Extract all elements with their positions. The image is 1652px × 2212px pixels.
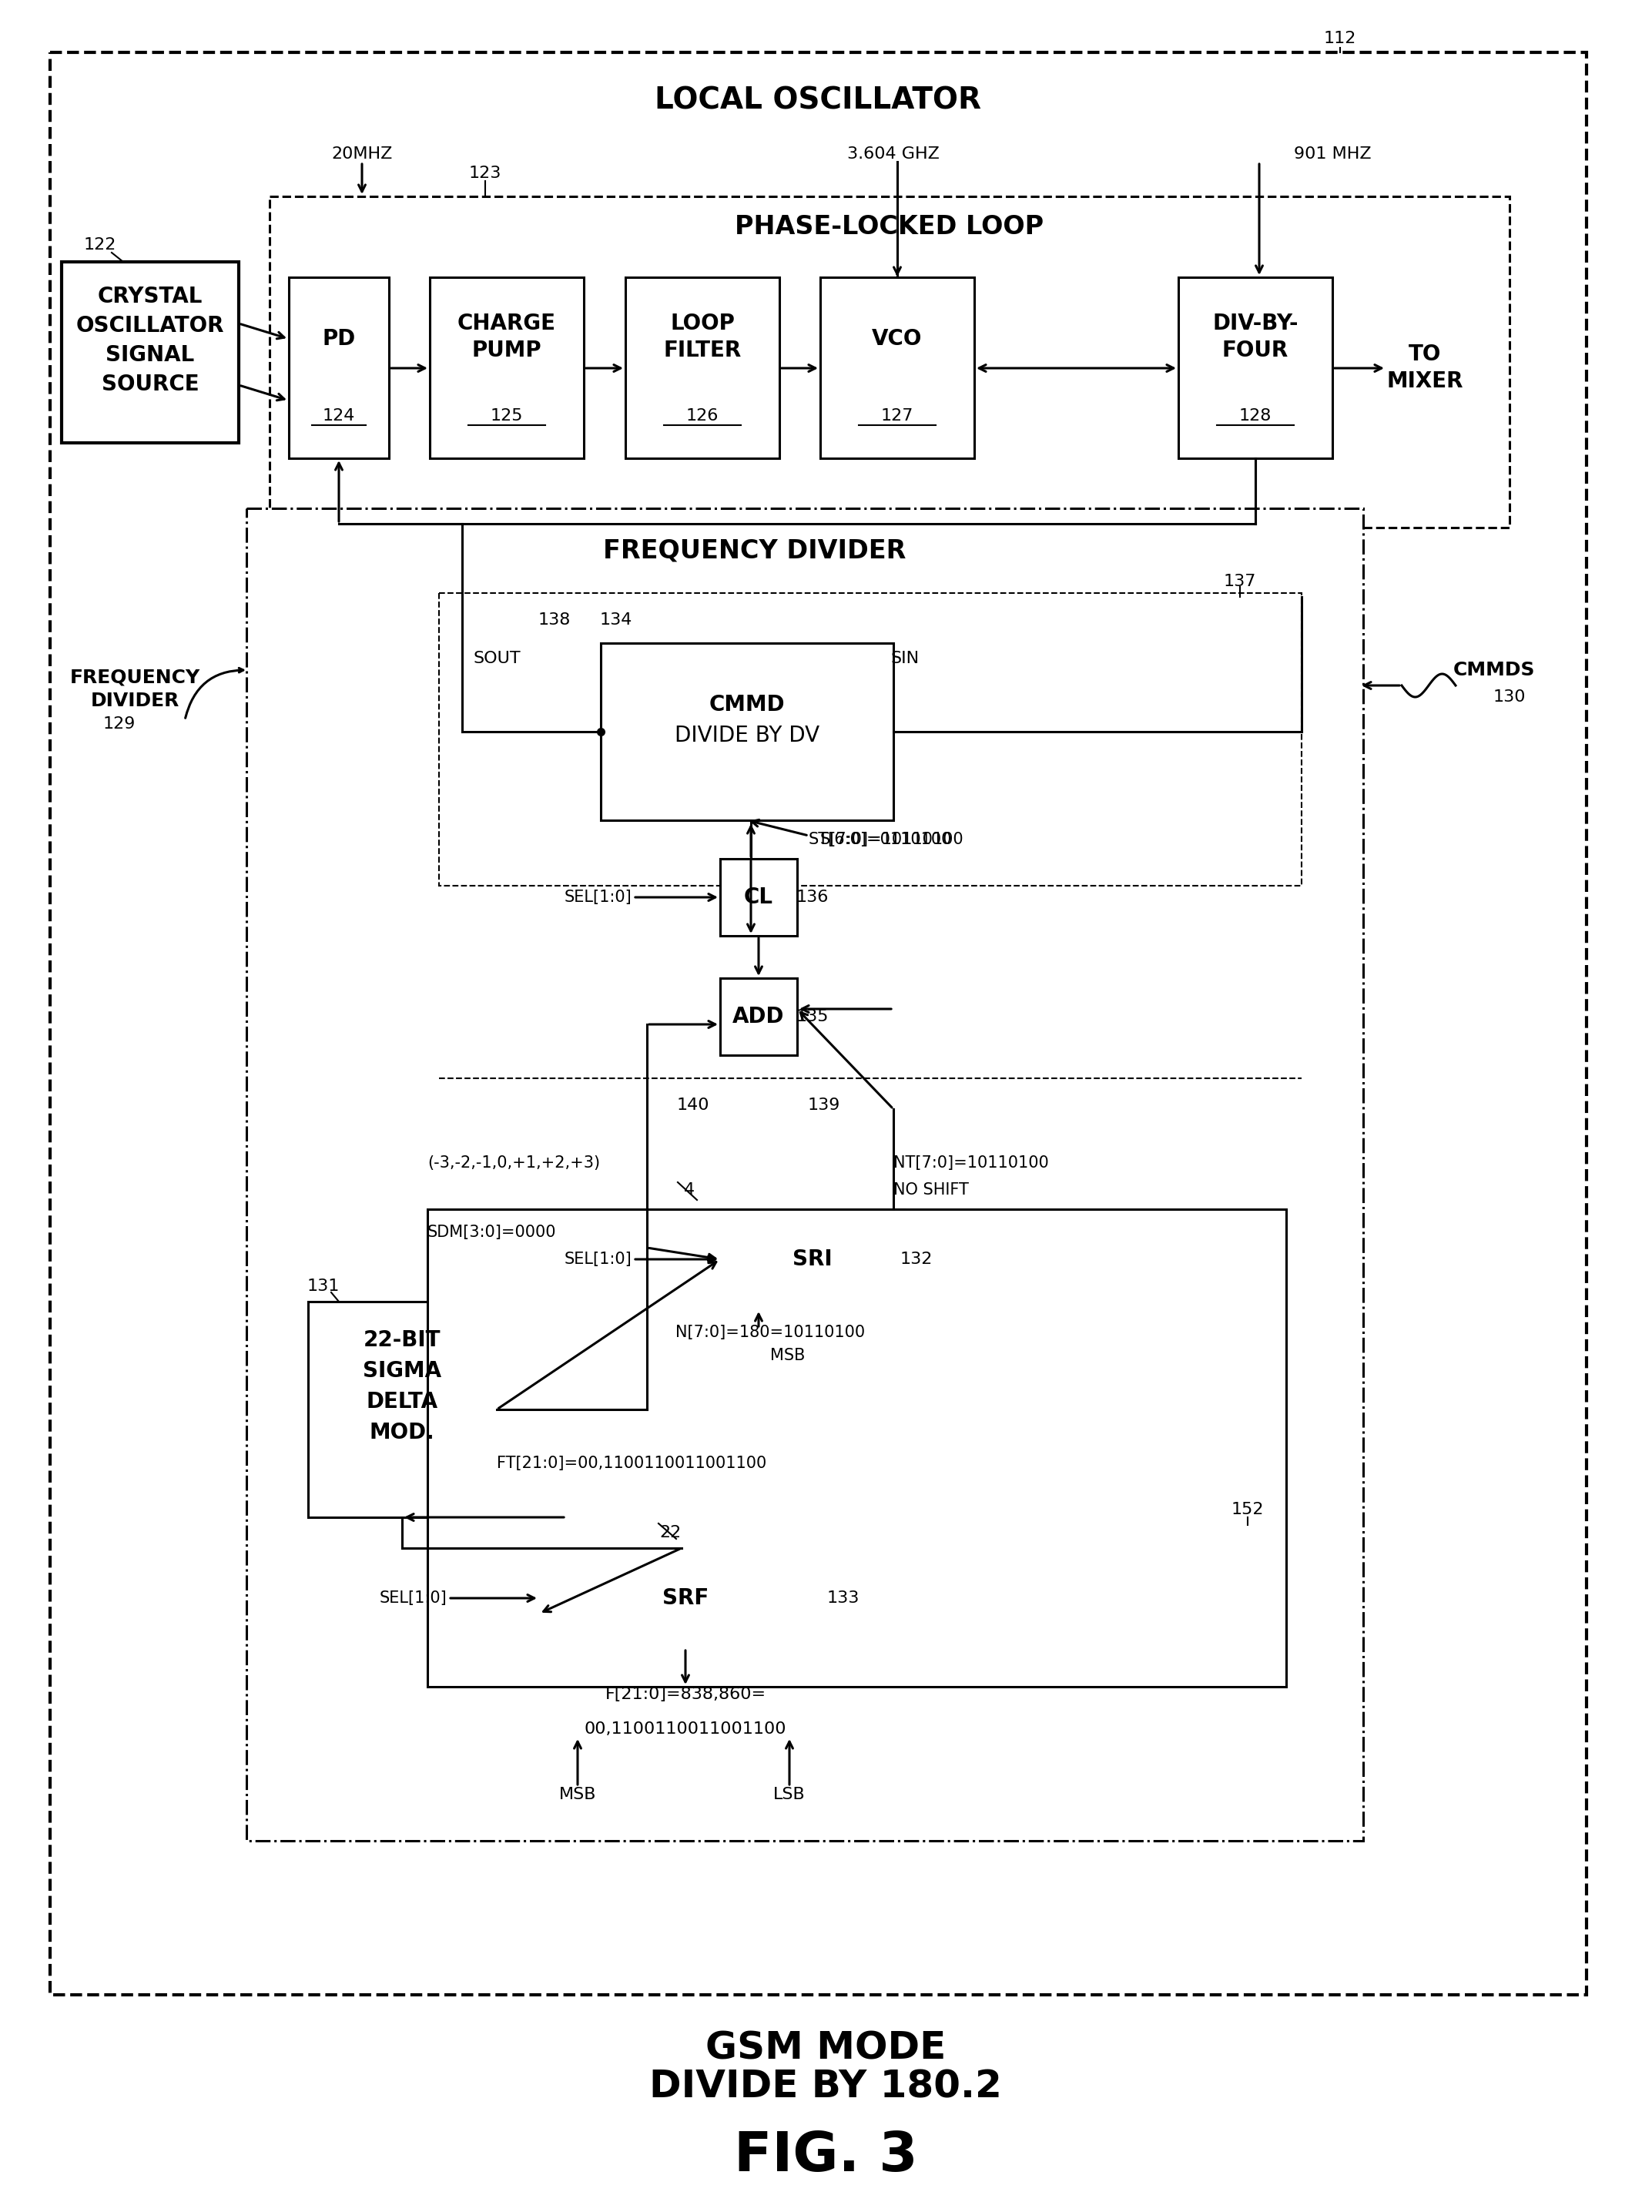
Text: 132: 132: [900, 1252, 933, 1267]
Text: OSCILLATOR: OSCILLATOR: [76, 314, 225, 336]
Text: 136: 136: [796, 889, 829, 905]
Text: 00,1100110011001100: 00,1100110011001100: [585, 1721, 786, 1736]
Text: SIGMA: SIGMA: [363, 1360, 441, 1382]
Text: 128: 128: [1239, 409, 1272, 425]
Text: 135: 135: [796, 1009, 829, 1024]
Text: FREQUENCY DIVIDER: FREQUENCY DIVIDER: [603, 538, 907, 564]
Text: SOUT: SOUT: [472, 650, 520, 666]
Text: GSM MODE: GSM MODE: [705, 2031, 947, 2068]
Text: FIG. 3: FIG. 3: [733, 2130, 917, 2183]
Bar: [720, 1210, 905, 1310]
Text: 127: 127: [881, 409, 914, 425]
Text: LOOP: LOOP: [671, 312, 735, 334]
Text: 112: 112: [1323, 31, 1356, 46]
Text: F[21:0]=838,860=: F[21:0]=838,860=: [605, 1688, 767, 1701]
Text: NO SHIFT: NO SHIFT: [894, 1181, 968, 1197]
Text: SEL[1:0]: SEL[1:0]: [378, 1590, 446, 1606]
Text: PHASE-LOCKED LOOP: PHASE-LOCKED LOOP: [735, 215, 1044, 239]
Bar: [439, 593, 1302, 885]
Text: 3.604 GHZ: 3.604 GHZ: [847, 146, 940, 161]
Text: FT[21:0]=00,1100110011001100: FT[21:0]=00,1100110011001100: [497, 1455, 767, 1471]
Bar: [269, 197, 1510, 529]
Text: DELTA: DELTA: [367, 1391, 438, 1413]
Text: CRYSTAL: CRYSTAL: [97, 285, 203, 307]
Text: SEL[1:0]: SEL[1:0]: [563, 889, 631, 905]
Text: SRI: SRI: [793, 1248, 833, 1270]
Text: SRF: SRF: [662, 1588, 709, 1608]
Bar: [61, 261, 240, 442]
Text: S[7:0]=10110100: S[7:0]=10110100: [821, 832, 965, 847]
Text: LOCAL OSCILLATOR: LOCAL OSCILLATOR: [654, 86, 981, 115]
Text: CMMDS: CMMDS: [1454, 661, 1535, 679]
Bar: [539, 1548, 831, 1648]
Text: SIGNAL: SIGNAL: [106, 345, 195, 365]
Text: 20MHZ: 20MHZ: [332, 146, 393, 161]
Text: SDM[3:0]=0000: SDM[3:0]=0000: [428, 1225, 557, 1241]
Text: 22: 22: [659, 1524, 681, 1540]
Text: DIVIDE BY DV: DIVIDE BY DV: [674, 726, 819, 745]
Text: NT[7:0]=10110100: NT[7:0]=10110100: [894, 1155, 1049, 1170]
Text: FREQUENCY: FREQUENCY: [69, 668, 200, 688]
Bar: [428, 1210, 1287, 1688]
Text: 152: 152: [1231, 1502, 1264, 1517]
Bar: [720, 858, 798, 936]
Text: 139: 139: [808, 1097, 841, 1113]
Bar: [720, 978, 798, 1055]
Text: 133: 133: [828, 1590, 859, 1606]
Bar: [50, 53, 1586, 1995]
Bar: [626, 276, 780, 458]
Text: DIVIDER: DIVIDER: [91, 692, 178, 710]
Text: 22-BIT: 22-BIT: [363, 1329, 441, 1352]
Text: FILTER: FILTER: [664, 341, 742, 361]
Text: CL: CL: [743, 887, 773, 909]
Text: TO: TO: [1409, 343, 1441, 365]
Text: 125: 125: [491, 409, 524, 425]
Text: LSB: LSB: [773, 1787, 806, 1803]
Text: 134: 134: [600, 613, 633, 628]
Text: 123: 123: [469, 166, 502, 181]
Text: 138: 138: [539, 613, 572, 628]
Text: SOURCE: SOURCE: [101, 374, 198, 396]
Text: FOUR: FOUR: [1222, 341, 1289, 361]
Text: 129: 129: [102, 717, 135, 732]
Bar: [289, 276, 388, 458]
Text: 4: 4: [684, 1181, 695, 1197]
Text: MSB: MSB: [770, 1347, 805, 1363]
Bar: [430, 276, 583, 458]
Bar: [307, 1301, 497, 1517]
Text: MOD.: MOD.: [370, 1422, 434, 1444]
Text: CMMD: CMMD: [709, 695, 785, 714]
Text: 124: 124: [322, 409, 355, 425]
Text: 130: 130: [1493, 690, 1526, 706]
Text: 122: 122: [84, 237, 116, 252]
Text: DIV-BY-: DIV-BY-: [1213, 312, 1298, 334]
Text: 901 MHZ: 901 MHZ: [1294, 146, 1371, 161]
Text: (-3,-2,-1,0,+1,+2,+3): (-3,-2,-1,0,+1,+2,+3): [428, 1155, 600, 1170]
Text: DIVIDE BY 180.2: DIVIDE BY 180.2: [649, 2068, 1001, 2106]
Text: MSB: MSB: [558, 1787, 596, 1803]
Bar: [821, 276, 975, 458]
Bar: [1178, 276, 1333, 458]
Text: ADD: ADD: [732, 1006, 785, 1026]
Text: 126: 126: [686, 409, 719, 425]
Text: 137: 137: [1224, 573, 1256, 588]
Text: N[7:0]=180=10110100: N[7:0]=180=10110100: [676, 1325, 866, 1340]
Text: SIN: SIN: [890, 650, 919, 666]
Text: 131: 131: [307, 1279, 340, 1294]
Text: ST[6:0]=0110100: ST[6:0]=0110100: [809, 832, 952, 847]
Text: 140: 140: [677, 1097, 709, 1113]
Text: SEL[1:0]: SEL[1:0]: [563, 1252, 631, 1267]
Bar: [601, 644, 894, 821]
Text: PD: PD: [322, 327, 355, 349]
Bar: [246, 509, 1363, 1840]
Text: VCO: VCO: [872, 327, 922, 349]
Text: PUMP: PUMP: [472, 341, 542, 361]
Text: MIXER: MIXER: [1386, 369, 1464, 392]
Text: CHARGE: CHARGE: [458, 312, 557, 334]
